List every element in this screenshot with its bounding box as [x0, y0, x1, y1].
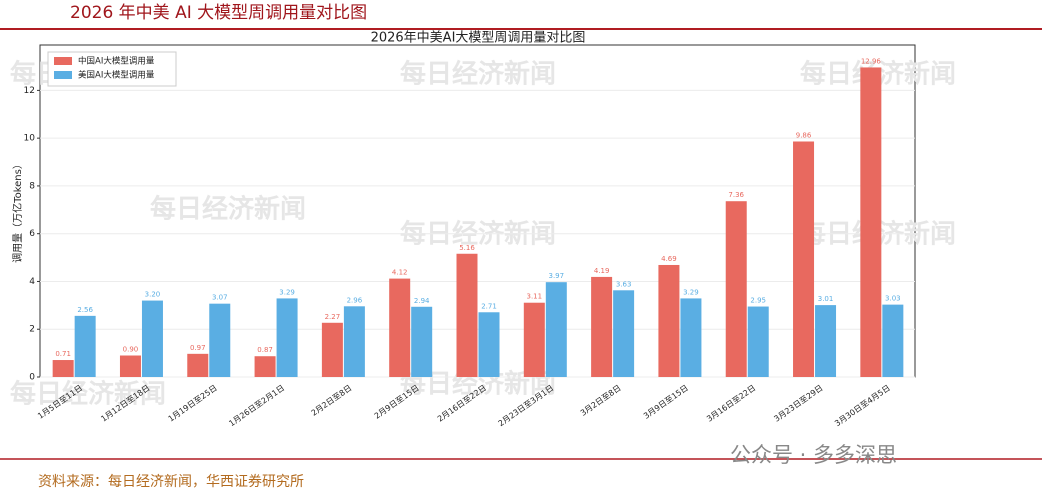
- x-tick-label: 3月2日至8日: [579, 383, 623, 417]
- value-label: 4.69: [661, 255, 677, 263]
- bar: [882, 304, 904, 377]
- value-label: 4.12: [392, 269, 408, 277]
- value-label: 3.07: [212, 294, 228, 302]
- legend-label: 中国AI大模型调用量: [78, 56, 155, 67]
- value-label: 7.36: [728, 191, 744, 199]
- x-tick-label: 2月9日至15日: [373, 383, 421, 420]
- y-tick-label: 0: [29, 373, 35, 383]
- value-label: 2.95: [750, 297, 766, 305]
- value-label: 3.29: [279, 288, 295, 296]
- bar: [141, 300, 163, 377]
- bar: [209, 303, 231, 377]
- page-title: 2026 年中美 AI 大模型周调用量对比图: [70, 3, 367, 23]
- x-tick-label: 3月9日至15日: [642, 383, 690, 420]
- legend-swatch: [54, 71, 72, 79]
- bar: [793, 141, 815, 377]
- bar: [523, 302, 545, 377]
- bar: [321, 322, 343, 377]
- watermark: 每日经济新闻: [10, 379, 166, 410]
- bar: [815, 305, 837, 377]
- x-tick-label: 1月26日至2月1日: [227, 383, 286, 428]
- value-label: 3.03: [885, 295, 901, 303]
- value-label: 12.96: [861, 57, 882, 65]
- legend-label: 美国AI大模型调用量: [78, 70, 155, 81]
- bar: [456, 253, 478, 377]
- y-tick-label: 8: [29, 181, 35, 191]
- account-watermark: 公众号 · 多多深思: [730, 443, 897, 467]
- chart-title: 2026年中美AI大模型周调用量对比图: [371, 31, 586, 46]
- bar: [613, 290, 635, 377]
- value-label: 2.94: [414, 297, 430, 305]
- value-label: 5.16: [459, 244, 475, 252]
- value-label: 4.19: [594, 267, 610, 275]
- value-label: 0.97: [190, 344, 206, 352]
- bar: [343, 306, 365, 377]
- bar: [680, 298, 702, 377]
- value-label: 9.86: [796, 131, 812, 139]
- value-label: 3.01: [818, 295, 834, 303]
- watermark: 每日经济新闻: [150, 194, 306, 225]
- y-tick-label: 2: [29, 325, 35, 335]
- bar: [187, 353, 209, 377]
- bar: [591, 276, 613, 377]
- bar: [658, 264, 680, 377]
- value-label: 3.29: [683, 288, 699, 296]
- value-label: 2.71: [481, 302, 497, 310]
- bar: [545, 282, 567, 377]
- value-label: 2.27: [325, 313, 341, 321]
- value-label: 3.20: [145, 291, 161, 299]
- x-tick-label: 3月30日至4月5日: [833, 383, 892, 428]
- watermark: 每日经济新闻: [400, 59, 556, 90]
- x-tick-label: 1月19日至25日: [167, 383, 219, 423]
- bar: [725, 201, 747, 377]
- source-note: 资料来源：每日经济新闻，华西证券研究所: [38, 474, 304, 490]
- value-label: 0.90: [123, 346, 139, 354]
- bar: [747, 306, 769, 377]
- bar: [411, 306, 433, 377]
- value-label: 3.63: [616, 280, 632, 288]
- value-label: 0.71: [55, 350, 71, 358]
- value-label: 3.11: [527, 293, 543, 301]
- bar: [389, 278, 411, 377]
- x-tick-label: 3月23日至29日: [772, 383, 824, 423]
- value-label: 2.56: [77, 306, 93, 314]
- y-tick-label: 10: [24, 134, 36, 144]
- x-tick-label: 2月2日至8日: [310, 383, 354, 417]
- value-label: 2.96: [347, 296, 363, 304]
- bar: [52, 360, 74, 377]
- bar: [276, 298, 298, 377]
- bar: [74, 315, 96, 377]
- x-tick-label: 3月16日至22日: [705, 383, 757, 423]
- bar: [860, 67, 882, 378]
- bar: [119, 355, 141, 377]
- y-tick-label: 12: [24, 86, 35, 96]
- value-label: 3.97: [549, 272, 565, 280]
- y-tick-label: 6: [29, 229, 35, 239]
- value-label: 0.87: [257, 346, 273, 354]
- legend-swatch: [54, 57, 72, 65]
- y-axis-label: 调用量（万亿Tokens）: [11, 159, 24, 263]
- bar: [254, 356, 276, 377]
- y-tick-label: 4: [29, 277, 35, 287]
- bar: [478, 312, 500, 377]
